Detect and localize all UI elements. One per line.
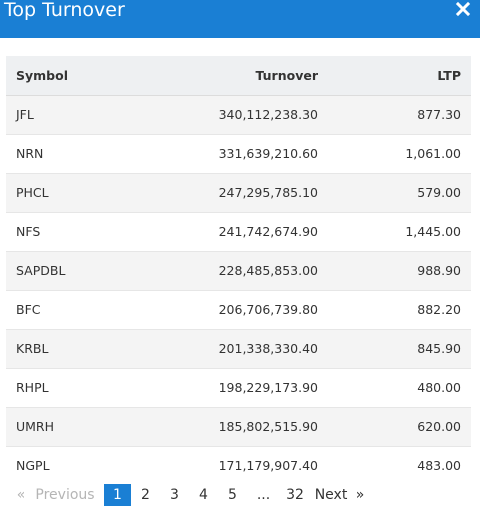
table-row: SAPDBL 228,485,853.00 988.90 (6, 251, 471, 291)
ltp-cell: 877.30 (328, 95, 471, 135)
turnover-cell: 241,742,674.90 (156, 212, 328, 252)
table-row: NRN 331,639,210.60 1,061.00 (6, 134, 471, 174)
symbol-cell: RHPL (6, 368, 156, 408)
pagination: « Previous 1 2 3 4 5 ... 32 Next » (13, 484, 368, 506)
turnover-cell: 201,338,330.40 (156, 329, 328, 369)
page-button-32[interactable]: 32 (286, 487, 304, 503)
next-arrow-icon[interactable]: » (355, 487, 365, 503)
ltp-cell: 480.00 (328, 368, 471, 408)
modal-header: Top Turnover (0, 0, 480, 38)
turnover-cell: 185,802,515.90 (156, 407, 328, 447)
table-row: KRBL 201,338,330.40 845.90 (6, 329, 471, 369)
close-icon-glyph (455, 1, 471, 17)
page-button-2[interactable]: 2 (141, 487, 150, 503)
column-header-symbol: Symbol (6, 56, 156, 96)
turnover-cell: 331,639,210.60 (156, 134, 328, 174)
turnover-cell: 247,295,785.10 (156, 173, 328, 213)
symbol-cell: KRBL (6, 329, 156, 369)
ltp-cell: 882.20 (328, 290, 471, 330)
symbol-cell: UMRH (6, 407, 156, 447)
symbol-cell: SAPDBL (6, 251, 156, 291)
turnover-cell: 198,229,173.90 (156, 368, 328, 408)
turnover-cell: 340,112,238.30 (156, 95, 328, 135)
previous-button: Previous (35, 487, 95, 503)
turnover-cell: 206,706,739.80 (156, 290, 328, 330)
turnover-cell: 228,485,853.00 (156, 251, 328, 291)
column-header-turnover: Turnover (156, 56, 328, 96)
page-button-4[interactable]: 4 (199, 487, 208, 503)
symbol-cell: NRN (6, 134, 156, 174)
turnover-table: Symbol Turnover LTP JFL 340,112,238.30 8… (6, 56, 471, 485)
ltp-cell: 620.00 (328, 407, 471, 447)
symbol-cell: NFS (6, 212, 156, 252)
symbol-cell: JFL (6, 95, 156, 135)
table-row: NFS 241,742,674.90 1,445.00 (6, 212, 471, 252)
page-button-1[interactable]: 1 (104, 484, 131, 506)
ltp-cell: 483.00 (417, 458, 461, 474)
ltp-cell: 579.00 (328, 173, 471, 213)
previous-arrow-icon: « (16, 487, 26, 503)
table-row: UMRH 185,802,515.90 620.00 (6, 407, 471, 447)
symbol-cell: BFC (6, 290, 156, 330)
table-header-row: Symbol Turnover LTP (6, 56, 471, 96)
symbol-cell: NGPL (16, 458, 50, 474)
table-row: RHPL 198,229,173.90 480.00 (6, 368, 471, 408)
page-button-3[interactable]: 3 (170, 487, 179, 503)
ltp-cell: 845.90 (328, 329, 471, 369)
turnover-cell: 171,179,907.40 (218, 458, 318, 474)
pagination-ellipsis: ... (256, 487, 271, 503)
next-button[interactable]: Next (314, 487, 348, 503)
ltp-cell: 988.90 (328, 251, 471, 291)
close-icon[interactable] (455, 1, 471, 17)
table-row: BFC 206,706,739.80 882.20 (6, 290, 471, 330)
page-button-5[interactable]: 5 (228, 487, 237, 503)
table-row: PHCL 247,295,785.10 579.00 (6, 173, 471, 213)
table-row: NGPL 171,179,907.40 483.00 (6, 446, 471, 485)
modal-title: Top Turnover (4, 0, 125, 21)
ltp-cell: 1,445.00 (328, 212, 471, 252)
symbol-cell: PHCL (6, 173, 156, 213)
ltp-cell: 1,061.00 (328, 134, 471, 174)
table-row: JFL 340,112,238.30 877.30 (6, 95, 471, 135)
column-header-ltp: LTP (328, 56, 471, 96)
